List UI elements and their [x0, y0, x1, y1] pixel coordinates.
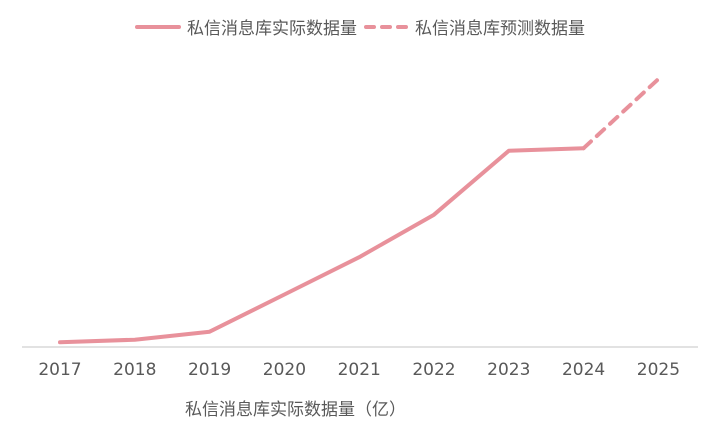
- chart-legend: 私信消息库实际数据量 私信消息库预测数据量: [0, 14, 720, 39]
- legend-item-forecast: 私信消息库预测数据量: [363, 14, 585, 39]
- x-tick-label: 2018: [113, 360, 156, 380]
- x-tick-label: 2023: [487, 360, 530, 380]
- solid-line-swatch-icon: [135, 24, 181, 29]
- actual-data-line: [58, 146, 586, 345]
- x-tick-label: 2019: [188, 360, 231, 380]
- x-tick-label: 2025: [637, 360, 680, 380]
- forecast-data-line: [581, 77, 661, 151]
- x-tick-label: 2017: [38, 360, 81, 380]
- dashed-line-swatch-icon: [364, 24, 409, 29]
- x-tick-label: 2022: [412, 360, 455, 380]
- legend-label-actual: 私信消息库实际数据量: [187, 19, 357, 39]
- legend-label-forecast: 私信消息库预测数据量: [415, 19, 585, 39]
- x-axis-title: 私信消息库实际数据量（亿）: [185, 400, 406, 420]
- x-tick-label: 2020: [263, 360, 306, 380]
- x-tick-label: 2024: [562, 360, 605, 380]
- legend-item-actual: 私信消息库实际数据量: [135, 14, 357, 39]
- x-tick-label: 2021: [338, 360, 381, 380]
- x-axis-ticks: 2017 2018 2019 2020 2021 2022 2023 2024 2025: [38, 360, 680, 380]
